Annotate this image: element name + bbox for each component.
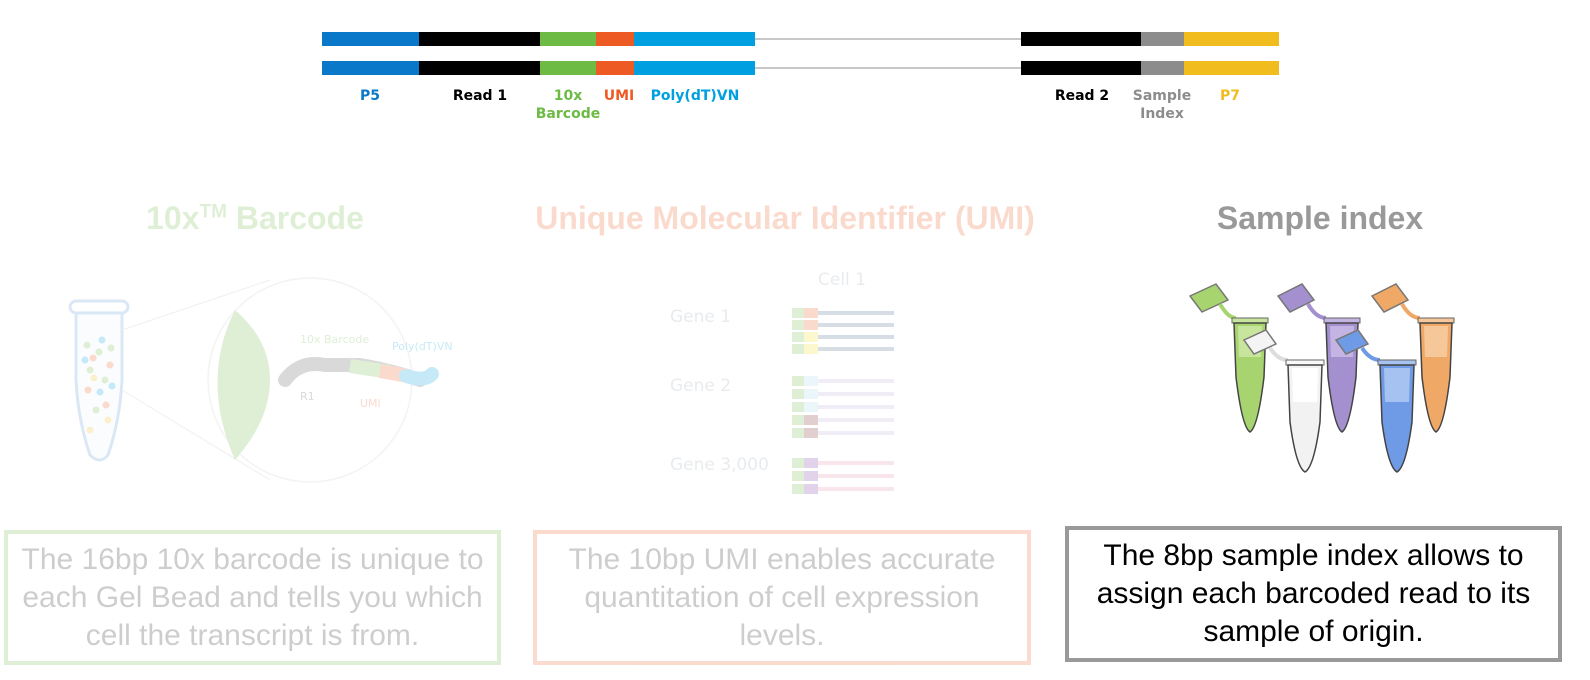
umi-label: UMI (603, 88, 635, 104)
sample-index-label-line1: Sample (1132, 88, 1192, 104)
tube-icon-white (1242, 329, 1325, 473)
p7-segment-bottom (1184, 61, 1279, 75)
polydt-label: Poly(dT)VN (650, 88, 740, 104)
p5-label: P5 (359, 88, 380, 104)
barcode-segment-bottom (540, 61, 596, 75)
gene-label-2: Gene 2 (670, 376, 732, 396)
p5-segment-bottom (322, 61, 419, 75)
read2-segment-top (1021, 32, 1141, 46)
linker-top (755, 38, 1021, 40)
umi-column-title: Unique Molecular Identifier (UMI) (535, 200, 1035, 236)
linker-bottom (755, 67, 1021, 69)
p7-label: P7 (1219, 88, 1240, 104)
sample-index-label-line2: Index (1140, 106, 1184, 122)
fig-barcode-label: 10x Barcode (300, 333, 369, 346)
tube-icon-orange (1370, 283, 1455, 433)
read2-segment-bottom (1021, 61, 1141, 75)
read1-segment-bottom (419, 61, 540, 75)
fig-r1-label: R1 (300, 390, 315, 403)
polydt-segment-top (634, 32, 755, 46)
cell-label: Cell 1 (818, 270, 866, 290)
sample-index-segment-bottom (1141, 61, 1184, 75)
gel-bead-icon (217, 310, 270, 460)
umi-read-bars (792, 308, 894, 494)
p7-segment-top (1184, 32, 1279, 46)
tube-icon-green (1188, 283, 1269, 433)
sample-index-description-box: The 8bp sample index allows to assign ea… (1065, 526, 1562, 662)
read1-segment-top (419, 32, 540, 46)
sample-index-column-title: Sample index (1216, 200, 1424, 236)
tube-icon-blue (1334, 329, 1417, 473)
barcode-label-line2: Barcode (535, 106, 601, 122)
gene-label-3: Gene 3,000 (670, 455, 769, 475)
barcode-segment-top (540, 32, 596, 46)
read1-label: Read 1 (452, 88, 508, 104)
umi-segment-bottom (596, 61, 634, 75)
gene-label-1: Gene 1 (670, 307, 732, 327)
umi-description-box: The 10bp UMI enables accurate quantitati… (533, 530, 1031, 665)
sample-index-segment-top (1141, 32, 1184, 46)
read2-label: Read 2 (1054, 88, 1110, 104)
barcode-description-box: The 16bp 10x barcode is unique to each G… (4, 530, 501, 665)
sample-tubes-illustration (1188, 283, 1455, 473)
gel-bead-illustration: 10x Barcode Poly(dT)VN R1 UMI (68, 277, 453, 483)
polydt-segment-bottom (634, 61, 755, 75)
p5-segment-top (322, 32, 419, 46)
barcode-column-title: 10xTM Barcode (146, 200, 364, 236)
oligo-strand (278, 357, 427, 387)
umi-segment-top (596, 32, 634, 46)
barcode-label-line1: 10x (553, 88, 583, 104)
tube-icon (68, 299, 130, 462)
fig-polydt-label: Poly(dT)VN (392, 340, 453, 353)
fig-umi-label: UMI (360, 397, 381, 410)
